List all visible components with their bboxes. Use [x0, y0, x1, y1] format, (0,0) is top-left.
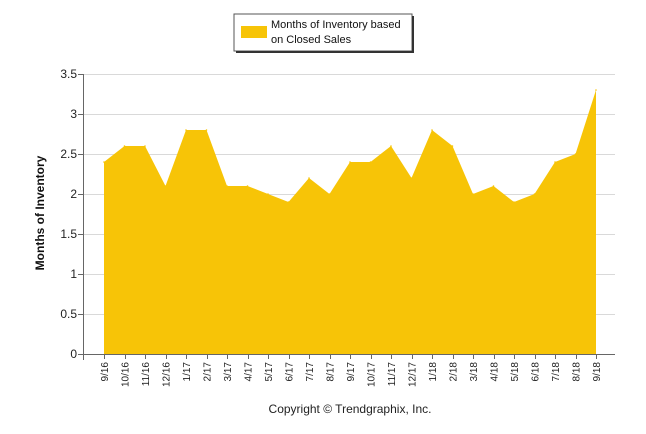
y-tick-label: 0.5 [60, 307, 77, 321]
y-tick-label: 2.5 [60, 147, 77, 161]
x-tick-label: 11/17 [387, 362, 398, 387]
y-tick-labels: 0 0.5 1 1.5 2 2.5 3 3.5 [60, 67, 77, 361]
data-point [554, 161, 556, 163]
x-tick-label: 8/17 [326, 362, 337, 382]
y-tick-label: 1.5 [60, 227, 77, 241]
x-tick-label: 4/18 [490, 362, 501, 382]
legend-label-line-1: Months of Inventory based [271, 19, 401, 31]
x-tick-label: 5/18 [510, 362, 521, 382]
data-point [492, 185, 495, 187]
data-point [103, 161, 105, 163]
x-tick-label: 7/17 [305, 362, 316, 382]
data-point [164, 185, 167, 187]
x-tick-label: 3/17 [223, 362, 234, 382]
data-point [595, 89, 597, 91]
data-point [349, 161, 351, 163]
x-tick-label: 1/17 [182, 362, 193, 382]
x-tick-label: 2/18 [449, 362, 460, 382]
y-tick-label: 3.5 [60, 67, 77, 81]
data-point [431, 129, 433, 131]
data-point [185, 129, 187, 131]
x-tick-label: 4/17 [244, 362, 255, 382]
x-tick-label: 2/17 [203, 362, 214, 382]
x-tick-label: 12/16 [162, 362, 173, 387]
x-tick-label: 9/16 [100, 362, 111, 382]
data-point [123, 145, 126, 147]
legend: Months of Inventory based on Closed Sale… [233, 13, 414, 53]
x-tick-label: 3/18 [469, 362, 480, 382]
x-tick-labels: 9/16 10/16 11/16 12/16 1/17 2/17 3/17 4/17 5/17 6… [100, 362, 603, 387]
y-tick-label: 0 [70, 347, 77, 361]
x-tick-label: 9/18 [592, 362, 603, 382]
x-tick-label: 10/17 [367, 362, 378, 387]
legend-frame [233, 13, 413, 52]
data-point [328, 193, 331, 195]
data-point [246, 185, 249, 187]
legend-shadow-bottom [236, 51, 414, 53]
x-tick-label: 11/16 [141, 362, 152, 387]
data-point [533, 193, 536, 195]
x-tick-label: 10/16 [121, 362, 132, 387]
series-area [104, 90, 596, 354]
x-tick-label: 12/17 [408, 362, 419, 387]
data-point [513, 201, 515, 203]
y-tick-label: 3 [70, 107, 77, 121]
y-axis-title: Months of Inventory [33, 155, 47, 270]
data-point [410, 177, 413, 179]
y-tick-label: 1 [70, 267, 77, 281]
data-point [451, 145, 454, 147]
data-point [287, 201, 290, 203]
x-tick-label: 5/17 [264, 362, 275, 382]
data-point [226, 185, 228, 187]
data-point [267, 193, 269, 195]
series-layer [103, 89, 597, 354]
legend-shadow-right [412, 16, 414, 53]
data-point [472, 193, 474, 195]
x-tick-label: 9/17 [346, 362, 357, 382]
legend-label-line-2: on Closed Sales [271, 34, 352, 46]
legend-swatch [241, 26, 267, 38]
x-tick-label: 7/18 [551, 362, 562, 382]
data-point [369, 161, 372, 163]
data-point [574, 153, 577, 155]
data-point [144, 145, 146, 147]
data-point [205, 129, 208, 131]
y-tick-label: 2 [70, 187, 77, 201]
x-tick-label: 6/18 [531, 362, 542, 382]
x-tick-label: 8/18 [572, 362, 583, 382]
data-point [390, 145, 392, 147]
x-tick-label: 6/17 [285, 362, 296, 382]
data-point [308, 177, 310, 179]
axes [78, 74, 615, 360]
copyright-text: Copyright © Trendgraphix, Inc. [269, 402, 432, 416]
x-tick-label: 1/18 [428, 362, 439, 382]
